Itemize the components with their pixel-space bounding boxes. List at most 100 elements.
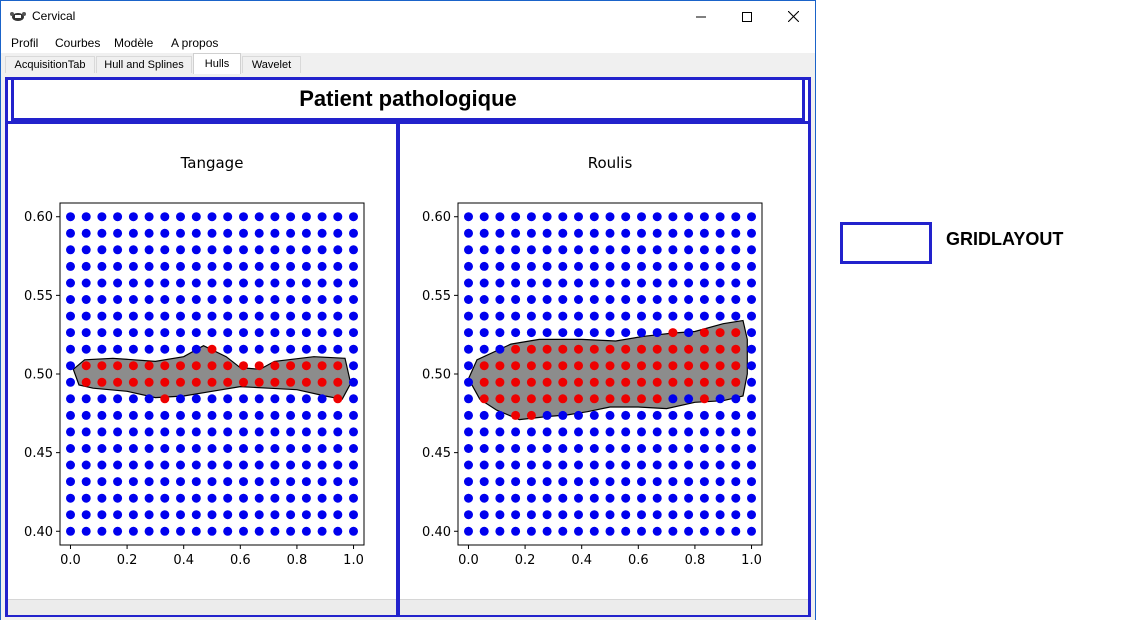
grid-point [511, 427, 521, 437]
grid-point [605, 278, 615, 288]
menu-modele[interactable]: Modèle [114, 36, 154, 50]
grid-point [589, 212, 599, 222]
gridlayout-legend-label: GRIDLAYOUT [946, 229, 1064, 249]
grid-point [160, 212, 170, 222]
grid-point [349, 278, 358, 288]
grid-point [495, 493, 505, 503]
grid-point [66, 228, 75, 238]
grid-point [301, 228, 311, 238]
grid-point [511, 444, 521, 453]
grid-point [239, 344, 248, 354]
grid-point [574, 477, 583, 487]
grid-point [542, 477, 552, 487]
tab-hull-and-splines[interactable]: Hull and Splines [96, 56, 192, 73]
tab-acquisition[interactable]: AcquisitionTab [5, 56, 95, 73]
grid-point [747, 510, 756, 520]
hull-point [144, 361, 154, 371]
grid-point [270, 410, 280, 420]
menu-courbes[interactable]: Courbes [55, 36, 101, 50]
bottom-scroll-area-left [8, 599, 396, 615]
menu-profil[interactable]: Profil [11, 36, 39, 50]
grid-point [207, 394, 217, 404]
grid-point [479, 460, 489, 470]
hull-point [239, 377, 248, 387]
tab-content: Patient pathologique Tangage 0.0 0.2 0.4 0.6… [1, 74, 815, 620]
grid-point [558, 526, 568, 536]
grid-point [495, 245, 505, 255]
tab-wavelet[interactable]: Wavelet [242, 56, 301, 73]
grid-point [207, 444, 217, 453]
minimize-button[interactable] [678, 1, 724, 32]
grid-point [301, 261, 311, 271]
maximize-button[interactable] [724, 1, 770, 32]
grid-point [605, 261, 615, 271]
grid-point [715, 278, 725, 288]
hull-point [270, 377, 280, 387]
title-bar[interactable]: Cervical [1, 1, 815, 32]
grid-point [349, 410, 358, 420]
grid-point [301, 460, 311, 470]
chart-tangage: Tangage 0.0 0.2 0.4 0.6 0.8 1.0 0.60 0.55 0.50 0.4… [24, 154, 365, 568]
grid-point [207, 212, 217, 222]
grid-point [699, 493, 709, 503]
grid-point [605, 245, 615, 255]
grid-point [574, 510, 583, 520]
grid-point [574, 493, 583, 503]
tab-hulls[interactable]: Hulls [193, 53, 241, 74]
grid-point [207, 295, 217, 304]
grid-point [254, 212, 264, 222]
grid-point [66, 245, 75, 255]
grid-point [317, 245, 327, 255]
hull-point [511, 377, 521, 387]
grid-point [223, 295, 233, 304]
grid-point [479, 427, 489, 437]
grid-point [349, 228, 358, 238]
grid-point [223, 278, 233, 288]
grid-point [526, 510, 536, 520]
hull-point [511, 344, 521, 354]
grid-point [286, 245, 296, 255]
grid-point [747, 427, 756, 437]
close-button[interactable] [770, 1, 816, 32]
grid-point [254, 311, 264, 321]
grid-point [176, 493, 185, 503]
grid-point [66, 410, 75, 420]
y-tick-label: 0.40 [422, 525, 451, 540]
hull-point [637, 377, 646, 387]
grid-point [668, 261, 678, 271]
grid-point [479, 212, 489, 222]
grid-point [317, 394, 327, 404]
grid-point [239, 228, 248, 238]
grid-point [605, 460, 615, 470]
grid-point [464, 245, 473, 255]
grid-point [558, 245, 568, 255]
grid-point [144, 261, 154, 271]
grid-point [349, 311, 358, 321]
hull-point [97, 361, 107, 371]
grid-point [605, 477, 615, 487]
grid-point [699, 427, 709, 437]
grid-point [495, 328, 505, 338]
grid-point [144, 477, 154, 487]
menu-a-propos[interactable]: A propos [171, 36, 219, 50]
hull-point [81, 377, 91, 387]
grid-point [589, 278, 599, 288]
grid-point [286, 212, 296, 222]
grid-point [668, 510, 678, 520]
grid-point [333, 278, 343, 288]
grid-point [558, 444, 568, 453]
grid-point [176, 295, 185, 304]
grid-point [558, 510, 568, 520]
grid-point [270, 212, 280, 222]
x-tick-label: 0.6 [628, 553, 649, 568]
grid-point [270, 394, 280, 404]
grid-point [526, 261, 536, 271]
grid-point [270, 493, 280, 503]
grid-point [144, 427, 154, 437]
grid-point [349, 394, 358, 404]
grid-point [333, 212, 343, 222]
panel-title: Patient pathologique [11, 80, 805, 121]
grid-point [731, 410, 741, 420]
grid-point [191, 526, 201, 536]
grid-point [668, 410, 678, 420]
